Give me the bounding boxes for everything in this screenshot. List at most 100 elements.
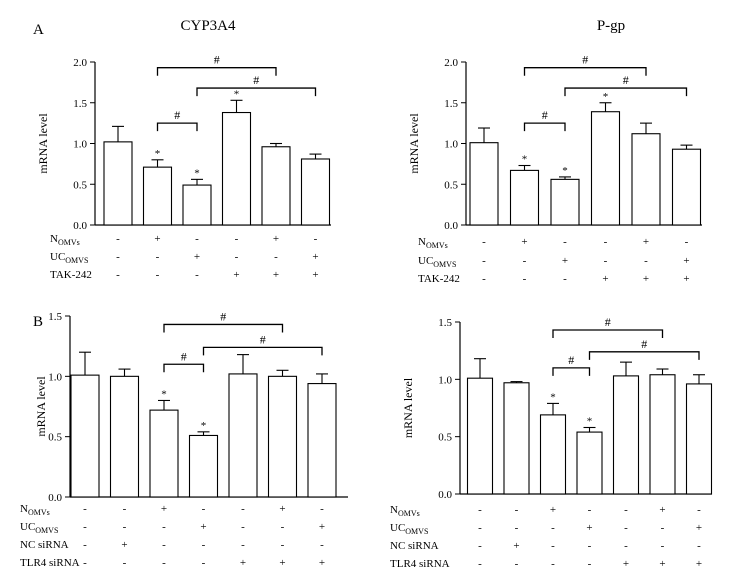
bar — [267, 375, 298, 498]
row-mark: - — [523, 255, 527, 267]
row-mark: - — [588, 540, 592, 552]
bracket-label: # — [253, 73, 259, 87]
bar — [149, 409, 179, 498]
row-mark: - — [314, 233, 318, 245]
row-mark: - — [202, 539, 206, 551]
row-mark: - — [478, 558, 482, 570]
y-axis-label: mRNA level — [401, 377, 415, 438]
comparison-bracket — [196, 87, 317, 97]
row-mark: - — [478, 540, 482, 552]
comparison-bracket — [552, 329, 664, 339]
bracket-label: # — [605, 315, 611, 329]
bar — [671, 148, 702, 226]
chart-4: 0.0 0.5 1.0 1.5 mRNA level * * # # # NOMVs - - + - - + - U… — [390, 315, 713, 570]
row-mark: - — [482, 273, 486, 285]
row-mark: - — [83, 539, 87, 551]
bar — [70, 374, 100, 498]
row-mark: + — [623, 558, 629, 570]
y-tick-label: 0.5 — [438, 432, 452, 444]
comparison-bracket — [156, 67, 277, 76]
bar — [612, 375, 640, 495]
row-mark: + — [319, 521, 325, 533]
row-mark: - — [156, 251, 160, 263]
row-mark: - — [624, 540, 628, 552]
row-mark: - — [162, 557, 166, 569]
y-tick-label: 1.5 — [438, 317, 452, 329]
row-mark: - — [551, 558, 555, 570]
bar — [631, 133, 661, 226]
row-mark: - — [241, 521, 245, 533]
row-mark: + — [550, 504, 556, 516]
row-label: TAK-242 — [418, 273, 460, 285]
row-label: NOMVs — [418, 236, 448, 250]
row-mark: + — [154, 233, 160, 245]
bar — [466, 377, 494, 495]
bracket-label: # — [542, 108, 548, 122]
row-mark: + — [562, 255, 568, 267]
significance-star: * — [550, 391, 556, 403]
row-label: NOMVs — [20, 503, 50, 517]
row-mark: + — [161, 503, 167, 515]
bracket-label: # — [568, 353, 574, 367]
row-mark: + — [659, 504, 665, 516]
row-mark: - — [482, 255, 486, 267]
significance-star: * — [587, 415, 593, 427]
row-mark: - — [202, 503, 206, 515]
bar — [503, 382, 530, 495]
row-mark: - — [83, 503, 87, 515]
row-mark: - — [482, 236, 486, 248]
row-mark: - — [588, 558, 592, 570]
row-mark: - — [515, 558, 519, 570]
row-mark: + — [643, 236, 649, 248]
bar — [261, 146, 291, 226]
row-mark: - — [604, 255, 608, 267]
row-mark: + — [521, 236, 527, 248]
row-mark: - — [156, 269, 160, 281]
bar — [590, 111, 621, 226]
significance-star: * — [155, 148, 161, 160]
row-mark: + — [696, 558, 702, 570]
row-mark: - — [116, 269, 120, 281]
y-tick-label: 1.5 — [73, 98, 87, 110]
significance-star: * — [161, 388, 167, 400]
row-label: NC siRNA — [20, 539, 69, 551]
bracket-label: # — [623, 73, 629, 87]
row-label: UCOMVS — [50, 251, 88, 265]
y-tick-label: 1.5 — [444, 98, 458, 110]
bracket-label: # — [174, 108, 180, 122]
row-mark: - — [515, 504, 519, 516]
row-mark: + — [683, 273, 689, 285]
row-mark: - — [116, 233, 120, 245]
y-tick-label: 0.0 — [73, 220, 87, 232]
row-label: TLR4 siRNA — [20, 557, 80, 569]
row-mark: + — [659, 558, 665, 570]
row-mark: - — [697, 504, 701, 516]
row-mark: - — [235, 233, 239, 245]
comparison-bracket — [156, 122, 198, 132]
comparison-bracket — [564, 87, 688, 97]
comparison-bracket — [163, 363, 205, 373]
row-mark: - — [523, 273, 527, 285]
row-mark: - — [697, 540, 701, 552]
row-mark: - — [588, 504, 592, 516]
row-mark: + — [233, 269, 239, 281]
row-mark: - — [478, 504, 482, 516]
row-label: NOMVs — [390, 504, 420, 518]
row-mark: - — [551, 540, 555, 552]
row-label: TLR4 siRNA — [390, 558, 450, 570]
y-axis-label: mRNA level — [407, 113, 421, 174]
row-mark: - — [604, 236, 608, 248]
y-tick-label: 0.5 — [444, 179, 458, 191]
y-tick-label: 1.0 — [444, 139, 458, 151]
row-mark: + — [643, 273, 649, 285]
row-mark: - — [83, 521, 87, 533]
row-label: NC siRNA — [390, 540, 439, 552]
bracket-label: # — [582, 53, 588, 67]
row-mark: - — [551, 522, 555, 534]
row-mark: - — [241, 503, 245, 515]
row-mark: + — [513, 540, 519, 552]
row-mark: + — [279, 557, 285, 569]
row-mark: - — [195, 233, 199, 245]
row-mark: - — [320, 539, 324, 551]
